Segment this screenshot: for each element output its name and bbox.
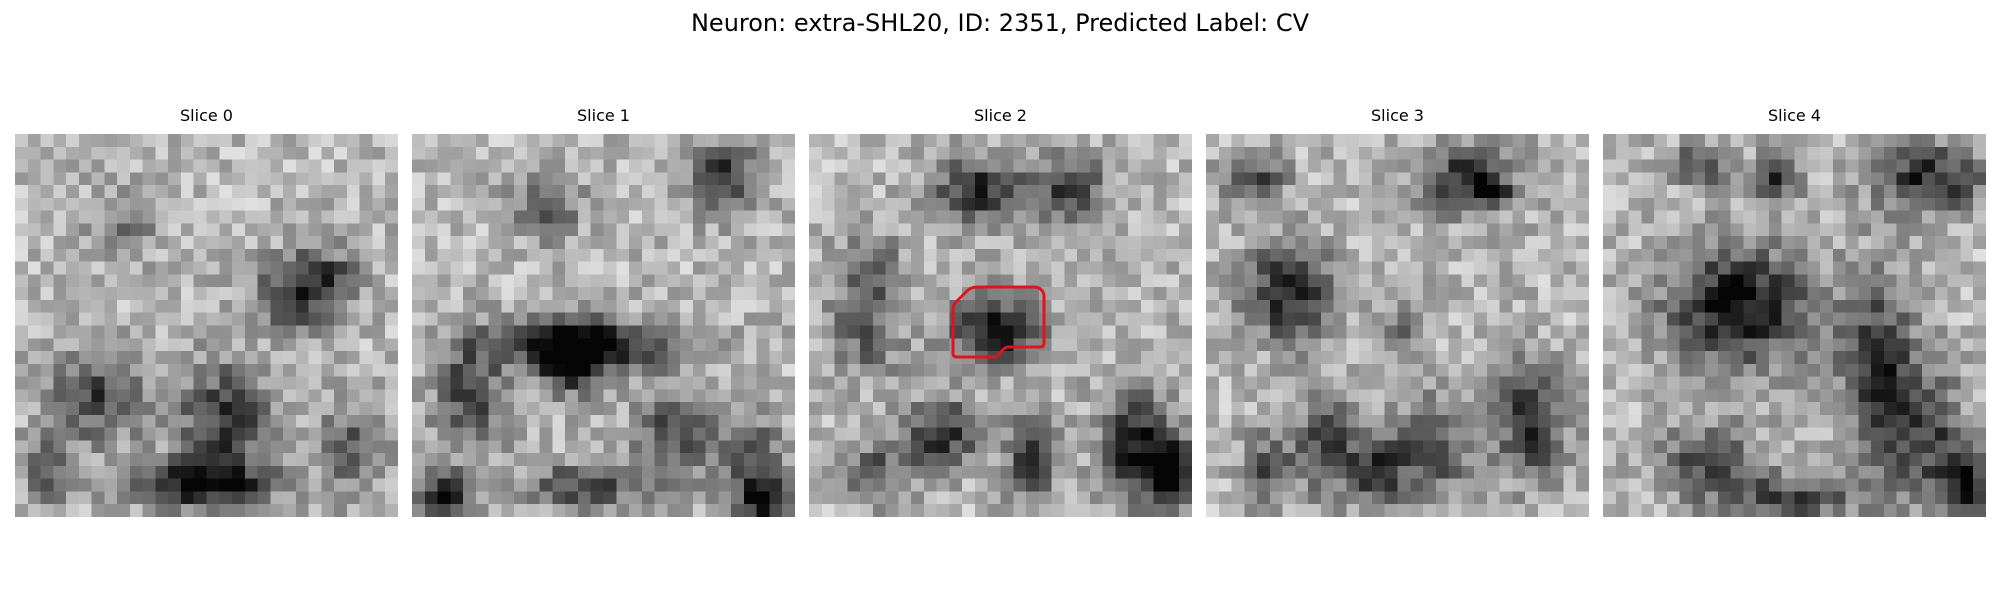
slice-panel-4: Slice 4: [1603, 106, 1986, 517]
slice-image-1: [412, 134, 795, 517]
slice-panel-1: Slice 1: [412, 106, 795, 517]
figure-title: Neuron: extra-SHL20, ID: 2351, Predicted…: [690, 9, 1310, 37]
slice-title-4: Slice 4: [1768, 106, 1821, 125]
slice-image-3: [1206, 134, 1589, 517]
slice-image-4: [1603, 134, 1986, 517]
slice-image-0: [15, 134, 398, 517]
slice-title-2: Slice 2: [974, 106, 1027, 125]
slice-panel-0: Slice 0: [15, 106, 398, 517]
slice-title-1: Slice 1: [577, 106, 630, 125]
slice-panel-3: Slice 3: [1206, 106, 1589, 517]
slice-panel-2: Slice 2: [809, 106, 1192, 517]
slice-image-2: [809, 134, 1192, 517]
slice-title-3: Slice 3: [1371, 106, 1424, 125]
slice-title-0: Slice 0: [180, 106, 233, 125]
